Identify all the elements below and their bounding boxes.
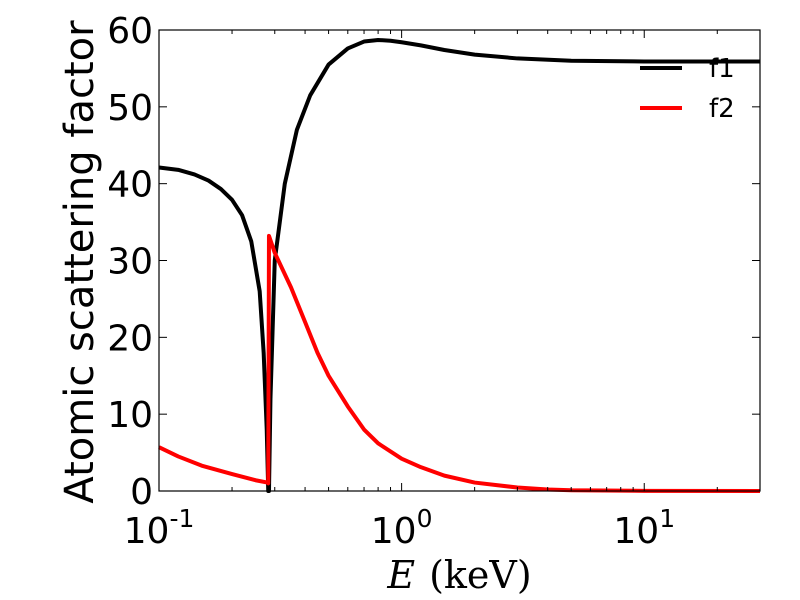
legend-label-f2: f2 xyxy=(709,94,735,124)
y-tick-label: 60 xyxy=(107,11,153,52)
x-tick-label: 101 xyxy=(613,504,675,552)
x-tick-label-exponent: -1 xyxy=(169,504,194,533)
x-axis-label-variable: E xyxy=(386,553,415,597)
x-tick-label-exponent: 0 xyxy=(417,504,433,533)
x-tick-label: 100 xyxy=(371,504,433,552)
y-tick-label: 30 xyxy=(107,242,153,283)
x-tick-label: 10-1 xyxy=(124,504,195,552)
y-axis-label: Atomic scattering factor xyxy=(57,20,103,504)
x-axis-label-unit: (keV) xyxy=(429,553,532,597)
axes-frame xyxy=(158,29,761,492)
x-tick-label-base: 10 xyxy=(371,511,417,552)
series-line-f1 xyxy=(158,37,760,493)
series-line-f2 xyxy=(158,233,761,493)
x-tick-label-base: 10 xyxy=(124,511,170,552)
y-tick-label: 20 xyxy=(107,318,153,359)
x-tick-label-base: 10 xyxy=(613,511,659,552)
y-tick-label: 10 xyxy=(107,395,153,436)
x-axis-label: E (keV) xyxy=(386,553,531,597)
y-tick-label: 0 xyxy=(130,472,153,513)
x-tick-label-exponent: 1 xyxy=(659,504,675,533)
y-tick-label: 50 xyxy=(107,88,153,129)
y-tick-label: 40 xyxy=(107,165,153,206)
legend-label-f1: f1 xyxy=(709,54,735,84)
